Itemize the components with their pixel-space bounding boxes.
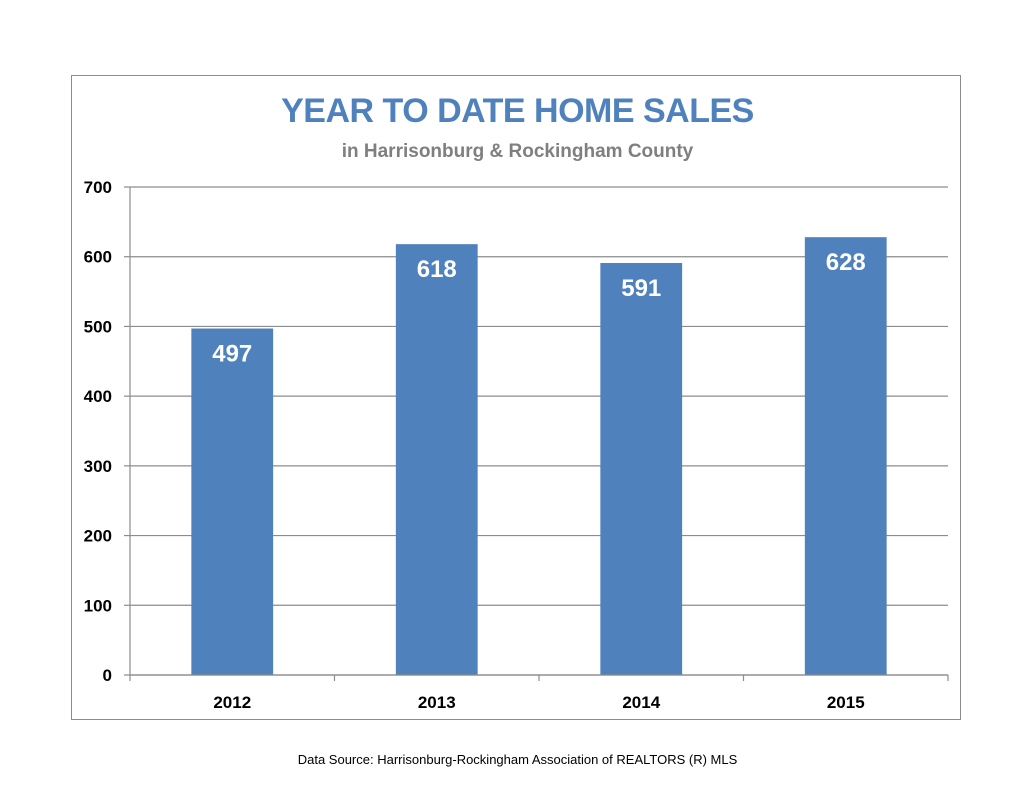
y-tick-label: 200 [84,527,112,546]
y-tick-label: 0 [103,666,112,685]
y-tick-label: 500 [84,317,112,336]
y-tick-label: 600 [84,248,112,267]
data-label: 591 [621,275,661,302]
bar-2012 [191,328,274,675]
x-tick-label: 2014 [622,693,660,712]
y-tick-label: 400 [84,387,112,406]
x-tick-label: 2013 [418,693,456,712]
bar-2013 [395,244,478,675]
data-label: 618 [417,256,457,283]
data-source-note: Data Source: Harrisonburg-Rockingham Ass… [297,752,738,767]
chart-subtitle: in Harrisonburg & Rockingham County [341,141,694,162]
x-tick-label: 2012 [213,693,251,712]
y-tick-label: 700 [84,178,112,197]
bar-2014 [600,262,683,675]
data-label: 628 [826,249,866,276]
bar-2015 [804,237,887,676]
y-tick-label: 100 [84,596,112,615]
y-tick-label: 300 [84,457,112,476]
data-label: 497 [212,341,252,368]
x-tick-label: 2015 [827,693,865,712]
chart-title: YEAR TO DATE HOME SALES [281,92,754,130]
